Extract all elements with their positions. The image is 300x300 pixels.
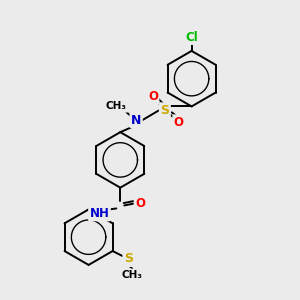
Text: O: O [148,90,158,103]
Text: S: S [160,104,169,117]
Text: O: O [174,116,184,129]
Text: S: S [124,253,133,266]
Text: Cl: Cl [185,31,198,44]
Text: O: O [135,197,145,210]
Text: N: N [131,114,141,127]
Text: CH₃: CH₃ [106,101,127,111]
Text: NH: NH [89,207,110,220]
Text: CH₃: CH₃ [122,270,143,280]
